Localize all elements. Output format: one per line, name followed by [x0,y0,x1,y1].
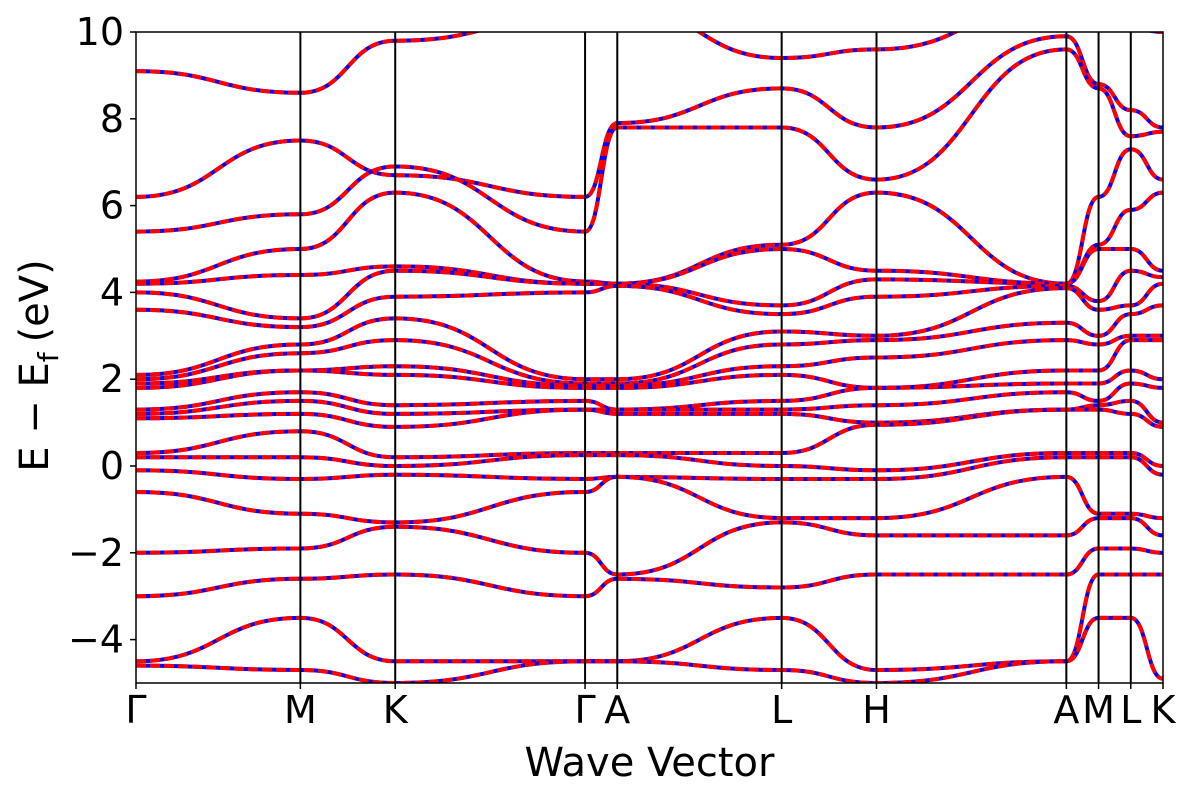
band-18-blue [136,516,1163,577]
band-3-blue [136,147,1163,286]
x-tick-label-6: H [862,688,891,732]
band-21-blue [136,615,1163,683]
x-tick-label-9: L [1120,688,1141,732]
band-14-red [136,407,1163,460]
x-tick-label-3: Γ [574,688,595,732]
high-symmetry-lines [299,32,1132,683]
y-axis-ticks: −4 −2 0 2 4 6 8 10 [68,10,136,662]
y-tick-label-0: −4 [68,618,124,662]
band-14-blue [136,407,1163,460]
x-tick-label-2: K [383,688,409,732]
band-7-red [136,281,1163,382]
y-axis-label-main: E − E [12,362,58,472]
y-axis-label: E − Ef (eV) [12,259,65,472]
band-7-blue [136,281,1163,382]
band-10-red [136,338,1163,390]
band-12-blue [136,381,1163,416]
band-0-red [136,32,1163,95]
band-0-blue [136,32,1163,95]
band-17-red [136,474,1163,525]
band-21-red [136,615,1163,683]
y-tick-label-7: 10 [76,10,124,54]
band-6-red [136,268,1163,330]
x-tick-label-5: L [771,688,792,732]
y-tick-label-1: −2 [68,531,124,575]
x-tick-label-8: M [1082,688,1115,732]
band-1-blue [136,34,1163,199]
y-tick-label-3: 2 [100,357,124,401]
band-15-red [136,451,1163,473]
band-8-red [136,303,1163,386]
y-tick-label-5: 6 [100,184,124,228]
band-18-red [136,516,1163,577]
band-20-blue [136,572,1163,673]
band-11-blue [136,368,1163,412]
plot-frame [135,31,1164,684]
band-16-red [136,455,1163,482]
x-axis-label: Wave Vector [525,740,776,786]
x-tick-label-7: A [1053,688,1079,732]
band-3-red [136,147,1163,286]
band-13-red [136,398,1163,429]
band-9-red [136,333,1163,388]
band-1-red [136,34,1163,199]
x-tick-label-10: K [1151,688,1177,732]
y-tick-label-6: 8 [100,97,124,141]
y-axis-label-unit: (eV) [12,259,58,342]
band-4-red [136,190,1163,286]
band-20-red [136,572,1163,673]
x-tick-label-4: A [604,688,630,732]
y-tick-label-4: 4 [100,270,124,314]
bands-layer [136,32,1163,683]
y-axis-label-subscript: f [32,351,65,362]
y-tick-label-2: 0 [100,444,124,488]
band-2-red [136,47,1163,234]
band-19-red [136,546,1163,599]
band-5-red [136,247,1163,321]
x-tick-label-0: Γ [125,688,146,732]
x-tick-label-1: M [284,688,317,732]
